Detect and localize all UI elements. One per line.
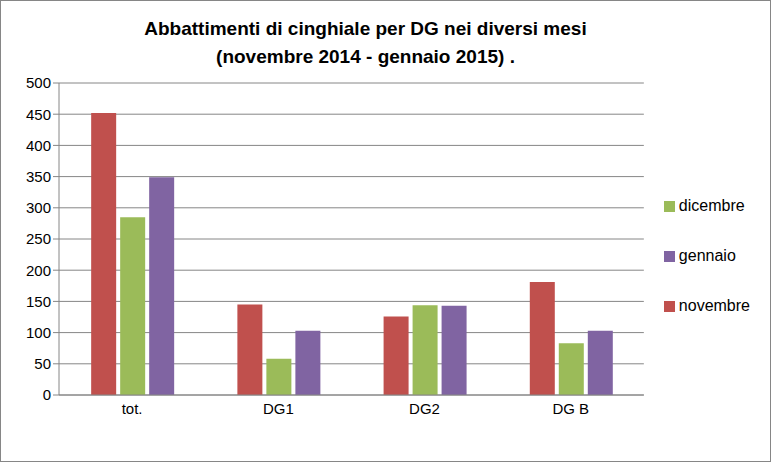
svg-text:100: 100 — [26, 324, 51, 341]
svg-text:200: 200 — [26, 262, 51, 279]
svg-text:0: 0 — [43, 386, 51, 403]
html-text:dicembre: dicembre — [678, 197, 745, 214]
svg-text:250: 250 — [26, 230, 51, 247]
svg-text:DG1: DG1 — [263, 400, 294, 417]
svg-text:DG B: DG B — [552, 400, 589, 417]
svg-text:500: 500 — [26, 74, 51, 91]
html-text:Abbattimenti di cinghiale per: Abbattimenti di cinghiale per DG nei div… — [144, 18, 587, 39]
svg-text:DG2: DG2 — [409, 400, 440, 417]
svg-text:400: 400 — [26, 137, 51, 154]
svg-text:150: 150 — [26, 293, 51, 310]
svg-text:450: 450 — [26, 106, 51, 123]
svg-text:300: 300 — [26, 199, 51, 216]
svg-text:tot.: tot. — [122, 400, 143, 417]
html-text:(novembre 2014 - gennaio 2015): (novembre 2014 - gennaio 2015) . — [216, 46, 515, 67]
html-text:novembre: novembre — [678, 297, 750, 314]
svg-text:50: 50 — [34, 355, 51, 372]
html-text:gennaio: gennaio — [678, 247, 736, 264]
svg-text:350: 350 — [26, 168, 51, 185]
